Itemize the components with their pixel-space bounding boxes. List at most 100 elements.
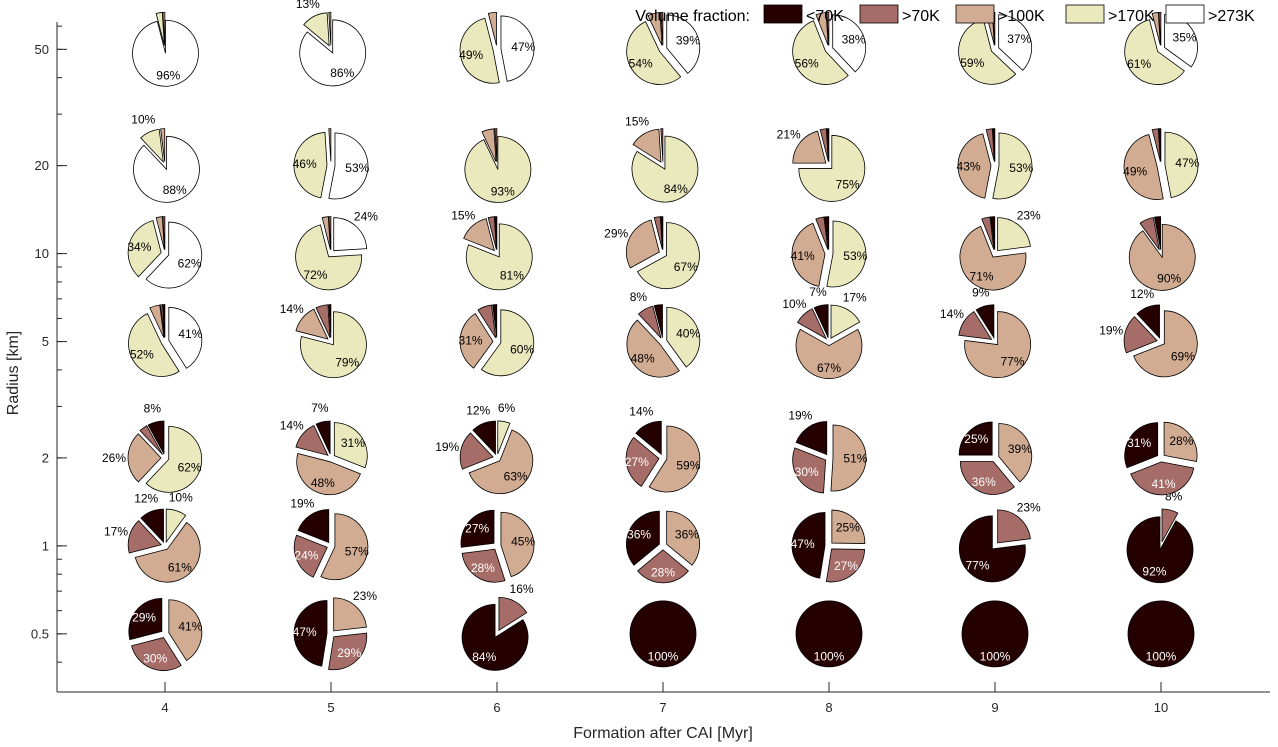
pie-slice-label: 27% — [465, 521, 489, 535]
pie-slice-label: 100% — [814, 649, 845, 663]
pie-slice — [460, 509, 495, 548]
y-tick-label: 50 — [35, 42, 49, 57]
pie-slice — [1124, 422, 1159, 469]
pie-slice — [666, 306, 701, 368]
pie-chart: 19% 30% 51% — [788, 409, 868, 494]
pie-slice-label: 16% — [510, 582, 534, 596]
pie-slice-label: 24% — [294, 549, 318, 563]
pie-slice — [647, 12, 663, 46]
pie-slice — [791, 222, 826, 287]
x-axis-title: Formation after CAI [Myr] — [573, 725, 753, 742]
pie-slice — [328, 132, 369, 200]
pie-slice — [168, 599, 203, 662]
pie-slice-label: 12% — [1130, 287, 1154, 301]
pie-chart: 36% 28% 36% — [625, 510, 701, 584]
pie-slice-label: 72% — [303, 268, 327, 282]
pie-chart: 27% 28% 45% — [460, 509, 535, 583]
pie-slice — [975, 304, 995, 340]
pie-slice-label: 7% — [311, 401, 329, 415]
pie-slice-label: 12% — [466, 403, 490, 417]
pie-slice — [798, 135, 866, 202]
pie-slice — [127, 433, 162, 483]
pie-slice — [461, 603, 529, 671]
pie-slice — [961, 600, 1029, 668]
pie-chart: 31% 41% 28% — [1124, 421, 1198, 496]
pie-slice — [792, 130, 827, 164]
pie-slice-label: 59% — [676, 458, 700, 472]
pie-chart: 29% 67% — [604, 216, 700, 289]
pie-chart: 47% 29% 23% — [293, 589, 377, 671]
pie-slice — [1123, 316, 1158, 354]
pie-slice — [635, 420, 662, 456]
pie-slice — [792, 20, 849, 85]
pie-slice — [463, 218, 495, 252]
pie-slice — [1151, 128, 1161, 162]
pie-chart: 10% 88% — [131, 112, 200, 203]
pie-slice — [660, 216, 664, 250]
pie-slice-label: 56% — [795, 56, 819, 70]
pie-slice-label: 100% — [980, 649, 1011, 663]
pie-slice — [315, 420, 331, 455]
pie-chart: 29% 30% 41% — [128, 597, 203, 671]
pie-chart: 12% 19% 69% — [1099, 287, 1198, 378]
pie-chart: 12% 17% 61% 10% — [104, 490, 201, 583]
pie-chart: 46% 53% — [293, 128, 370, 200]
y-tick-label: 5 — [42, 334, 49, 349]
pie-slice — [160, 128, 166, 162]
pie-slice — [131, 637, 182, 671]
pie-chart: 19% 24% 57% — [290, 497, 369, 581]
pie-slice — [985, 128, 995, 162]
pie-slice-label: 49% — [459, 48, 483, 62]
pie-slice-label: 19% — [435, 440, 459, 454]
pie-slice-label: 54% — [629, 56, 653, 70]
pie-slice — [139, 425, 163, 455]
pie-slice — [321, 216, 331, 250]
pie-slice — [480, 309, 535, 377]
pie-slice — [795, 600, 863, 668]
pie-slice — [296, 452, 361, 496]
pie-slice — [791, 512, 826, 579]
legend-entry-label: >273K — [1208, 8, 1255, 25]
pie-slice-label: 31% — [1127, 436, 1151, 450]
pie-chart: 31% 60% — [459, 304, 535, 377]
pie-slice-label: 41% — [178, 327, 202, 341]
pie-chart: 49% 47% — [459, 11, 536, 84]
pie-chart: 13% 86% — [296, 0, 367, 87]
pie-slice — [832, 14, 867, 73]
pie-grid: 29% 30% 41% 47% 29% 23% 84% 16% 100% 100% 100% 100%… — [102, 0, 1200, 671]
pie-slice-label: 23% — [1017, 501, 1041, 515]
y-tick-label: 1 — [42, 538, 49, 553]
pie-slice — [155, 216, 165, 250]
pie-slice-label: 39% — [1008, 442, 1032, 456]
pie-chart: 7%10% 67% 17% — [782, 285, 867, 379]
pie-slice — [626, 319, 680, 378]
x-tick-label: 5 — [327, 700, 334, 715]
pie-chart: 7% 14% 48% 31% — [280, 401, 368, 496]
pie-slice — [295, 424, 329, 456]
pie-slice — [328, 11, 332, 46]
y-tick-label: 0.5 — [31, 626, 49, 641]
pie-slice — [1126, 516, 1194, 584]
pie-slice — [128, 597, 163, 641]
pie-slice — [632, 128, 662, 163]
pie-slice-label: 45% — [511, 535, 535, 549]
pie-slice-label: 27% — [834, 559, 858, 573]
pie-slice-label: 15% — [451, 208, 475, 222]
pie-slice — [964, 311, 1032, 378]
pie-slice — [637, 305, 662, 339]
pie-slice — [1151, 11, 1161, 46]
pie-slice — [825, 548, 865, 583]
pie-slice — [826, 220, 867, 288]
pie-slice-label: 19% — [290, 497, 314, 511]
pie-slice-label: 84% — [664, 182, 688, 196]
pie-slice — [165, 508, 187, 544]
pie-chart: 59% 37% — [958, 11, 1033, 85]
pie-chart: 8% 48% 40% — [626, 290, 701, 378]
pie-slice-label: 47% — [293, 625, 317, 639]
pie-slice — [481, 128, 497, 162]
pie-chart: 12% 19% 63% 6% — [435, 401, 534, 495]
pie-slice — [459, 17, 500, 84]
pie-slice-label: 30% — [143, 651, 167, 665]
pie-slice-label: 10% — [169, 490, 193, 504]
pie-slice — [320, 513, 369, 581]
